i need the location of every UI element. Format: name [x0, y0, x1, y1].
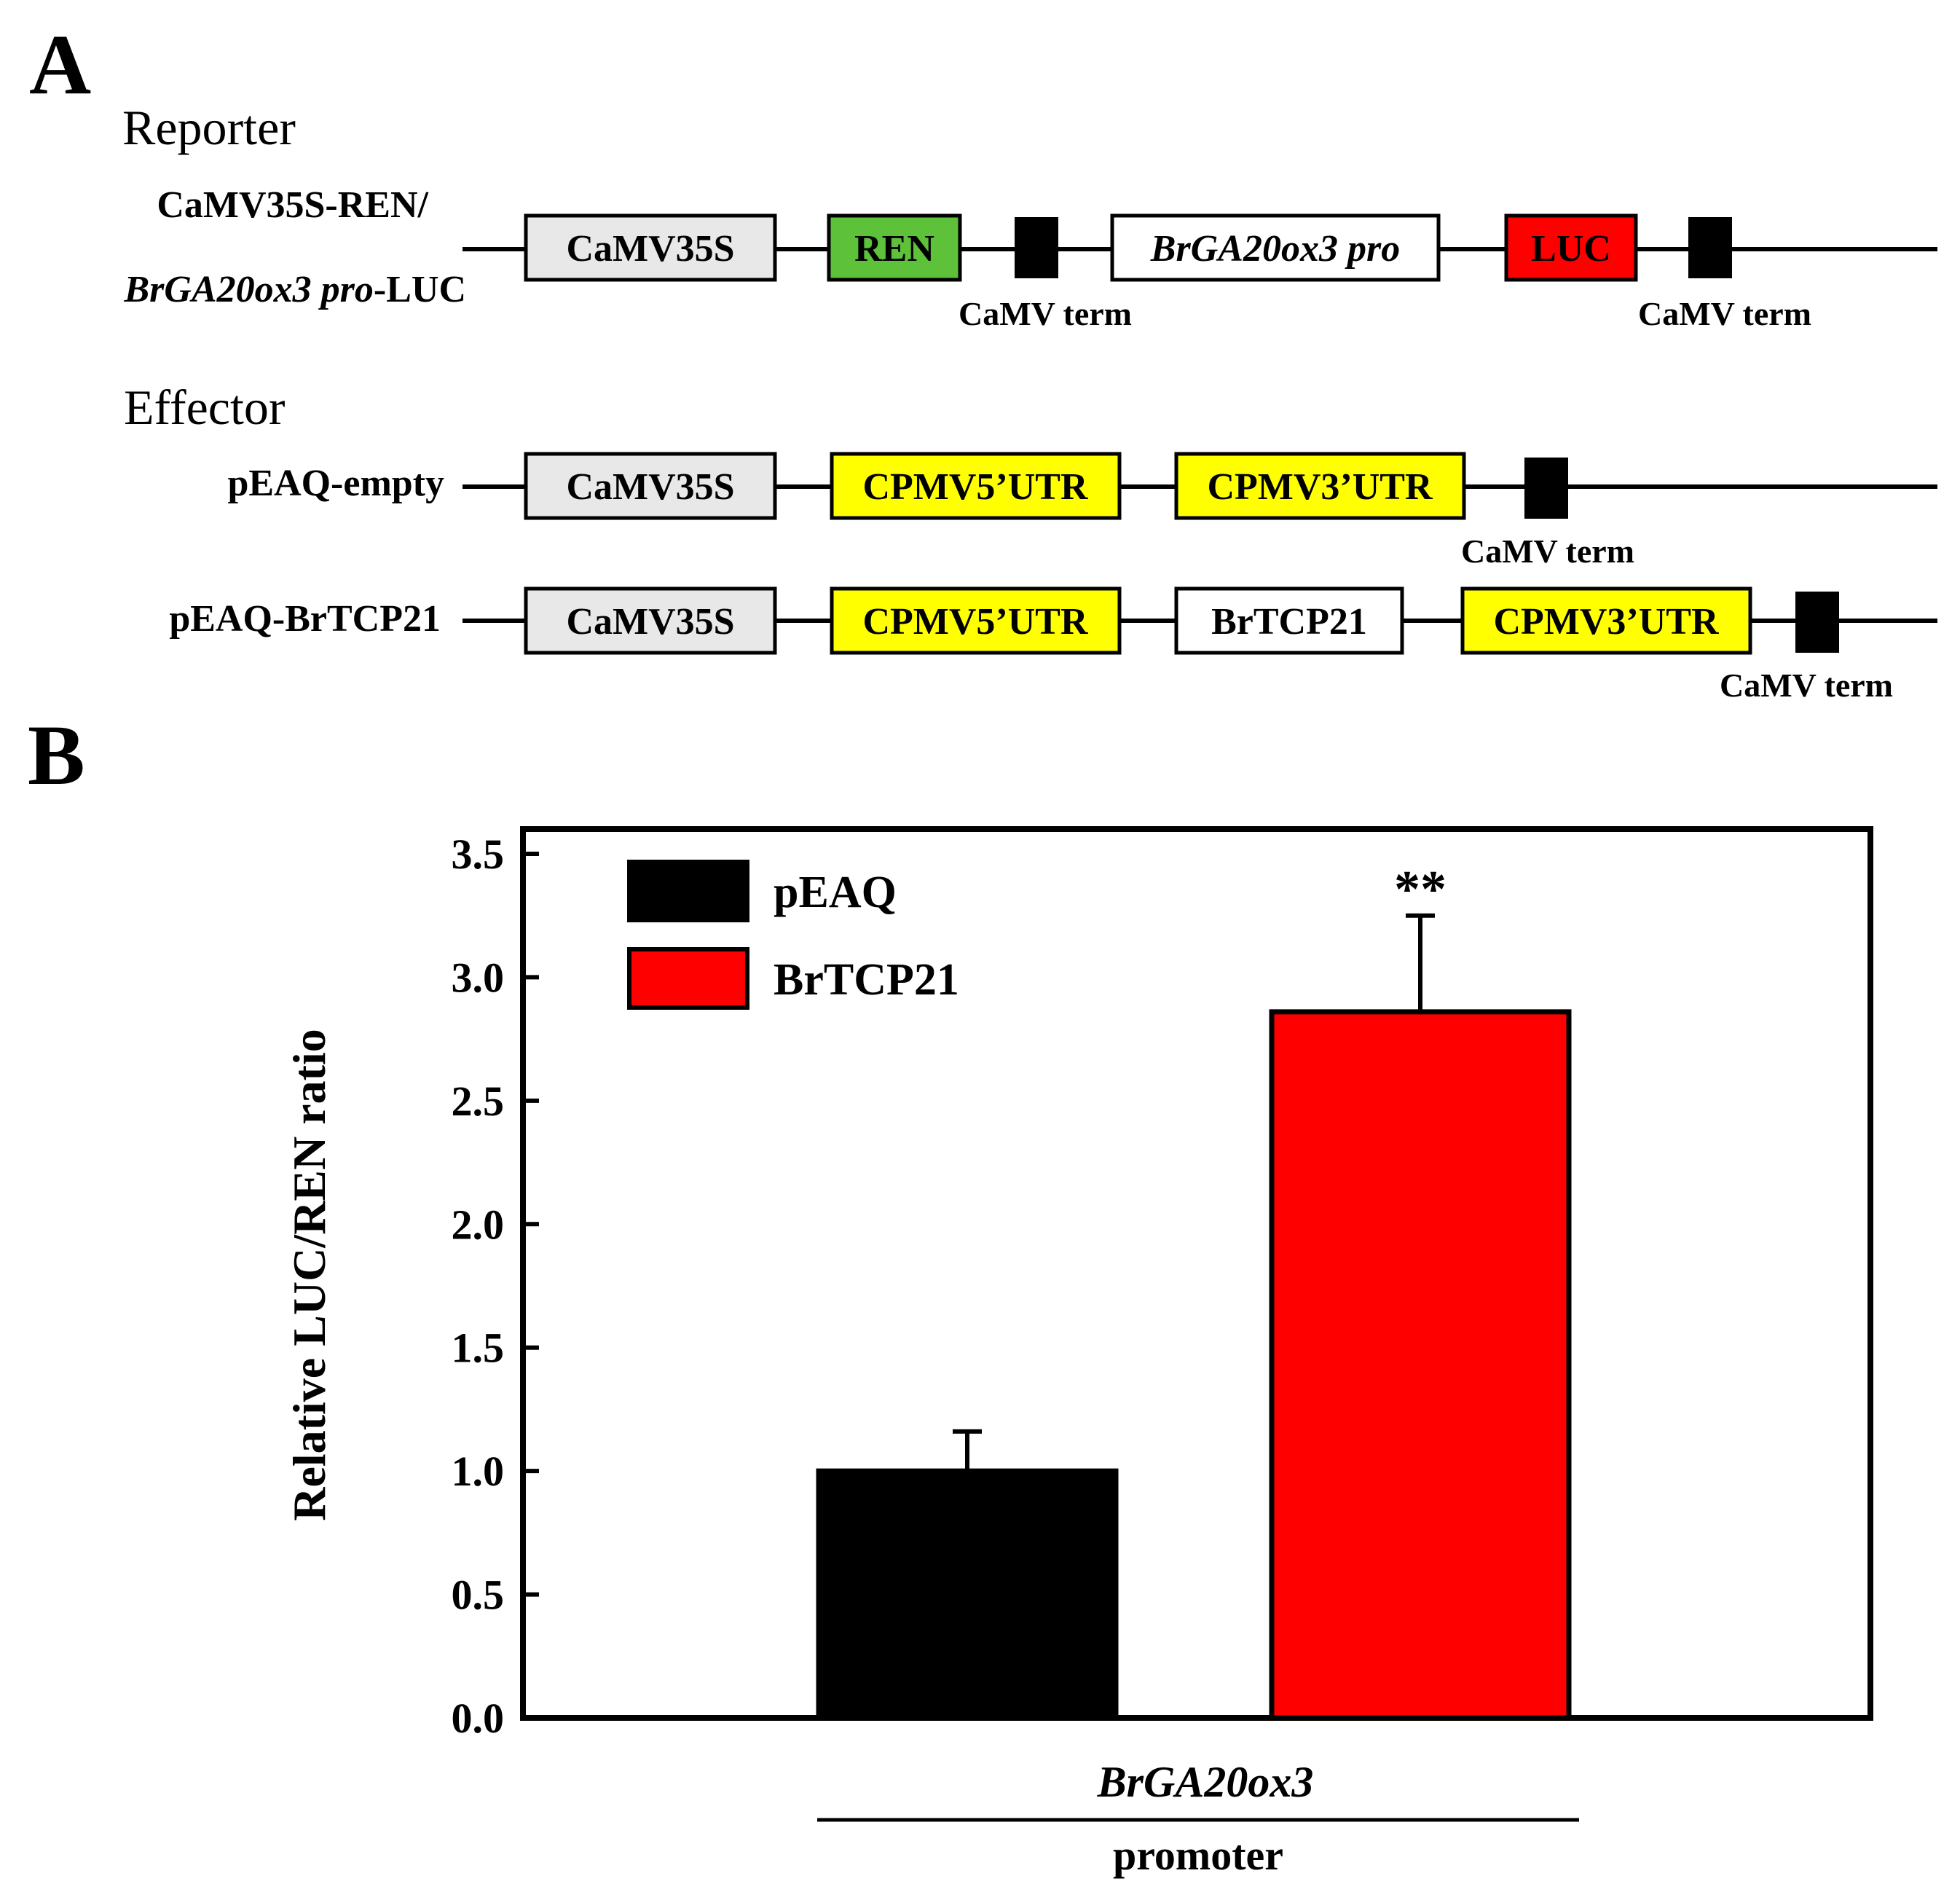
legend-label-brtcp21: BrTCP21: [774, 955, 959, 1005]
y-tick-label: 1.5: [452, 1324, 505, 1372]
y-tick-label: 1.0: [452, 1448, 505, 1495]
effector-empty-utr5-label: CPMV5’UTR: [862, 466, 1089, 508]
group-label: BrGA20ox3: [1097, 1758, 1314, 1806]
legend-label-peaq: pEAQ: [774, 868, 897, 917]
bar-brtcp21: [1269, 1009, 1572, 1721]
effector-heading: Effector: [124, 380, 286, 435]
effector-brtcp21-utr3-label: CPMV3’UTR: [1493, 601, 1720, 643]
effector-brtcp21-gene-box: [1174, 586, 1404, 655]
reporter-promoter-box: [1110, 213, 1441, 282]
y-axis-ticks: 0.0 0.5 1.0 1.5 2.0 2.5 3.0 3.5: [452, 831, 539, 1742]
effector-brtcp21-camv35s-box: [524, 586, 777, 655]
effector-empty-terminator: [1524, 458, 1568, 519]
reporter-luc-box: [1504, 213, 1638, 282]
y-tick-label: 3.5: [452, 831, 505, 878]
reporter-name-line2: BrGA20ox3 pro-LUC: [123, 269, 466, 310]
reporter-name-line1: CaMV35S-REN/: [157, 184, 428, 226]
group-sublabel: promoter: [1113, 1832, 1283, 1879]
effector-brtcp21-utr3-box: [1460, 586, 1752, 655]
effector-brtcp21-utr5-label: CPMV5’UTR: [862, 601, 1089, 643]
reporter-camv35s-label: CaMV35S: [566, 228, 734, 270]
significance-label: **: [1394, 860, 1447, 919]
reporter-term-label-1: CaMV term: [959, 295, 1132, 332]
effector-empty-camv35s-label: CaMV35S: [566, 466, 734, 508]
effector-empty-utr3-box: [1174, 452, 1466, 520]
effector-empty-utr5-box: [830, 452, 1122, 520]
reporter-name-rest: -LUC: [374, 269, 466, 310]
y-tick-label: 3.0: [452, 954, 505, 1001]
plot-frame: [520, 826, 1873, 1721]
bars: **: [816, 860, 1572, 1721]
reporter-luc-label: LUC: [1531, 228, 1611, 270]
effector-brtcp21-name: pEAQ-BrTCP21: [169, 598, 441, 640]
y-tick-label: 0.0: [452, 1695, 505, 1742]
y-tick-label: 2.0: [452, 1201, 505, 1248]
y-axis-label: Relative LUC/REN ratio: [283, 1029, 335, 1520]
reporter-terminator-2: [1688, 217, 1732, 278]
panel-b-letter: B: [28, 707, 85, 803]
reporter-term-label-2: CaMV term: [1638, 295, 1811, 332]
effector-empty-name: pEAQ-empty: [227, 463, 444, 504]
effector-empty-utr3-label: CPMV3’UTR: [1207, 466, 1433, 508]
effector-empty-term-label: CaMV term: [1461, 533, 1634, 570]
y-tick-label: 0.5: [452, 1571, 505, 1619]
reporter-name-italic: BrGA20ox3 pro: [123, 269, 373, 310]
reporter-ren-label: REN: [854, 228, 934, 270]
reporter-terminator-1: [1015, 217, 1058, 278]
effector-brtcp21-term-label: CaMV term: [1720, 667, 1893, 704]
reporter-ren-box: [827, 213, 962, 282]
effector-brtcp21-terminator: [1795, 592, 1839, 653]
legend-swatch-brtcp21: [627, 947, 749, 1010]
reporter-camv35s-box: [524, 213, 777, 282]
effector-brtcp21-utr5-box: [830, 586, 1122, 655]
y-tick-label: 2.5: [452, 1078, 505, 1125]
bar-peaq: [816, 1468, 1119, 1721]
bar-chart: 0.00.51.01.52.02.53.03.5 ** pEAQBrTCP21 …: [283, 826, 1873, 1879]
legend: pEAQ BrTCP21: [627, 860, 959, 1010]
effector-construct-brtcp21: pEAQ-BrTCP21 CaMV35S CPMV5’UTR BrTCP21 C…: [169, 586, 1937, 704]
effector-brtcp21-gene-label: BrTCP21: [1211, 601, 1367, 643]
reporter-promoter-label: BrGA20ox3 pro: [1150, 228, 1400, 270]
panel-a-letter: A: [29, 17, 91, 112]
reporter-construct: CaMV35S-REN/ BrGA20ox3 pro-LUC CaMV35S R…: [123, 184, 1937, 332]
reporter-heading: Reporter: [122, 100, 296, 155]
effector-brtcp21-camv35s-label: CaMV35S: [566, 601, 734, 643]
legend-swatch-peaq: [627, 860, 749, 922]
effector-construct-empty: pEAQ-empty CaMV35S CPMV5’UTR CPMV3’UTR C…: [227, 452, 1937, 570]
effector-empty-camv35s-box: [524, 452, 777, 520]
